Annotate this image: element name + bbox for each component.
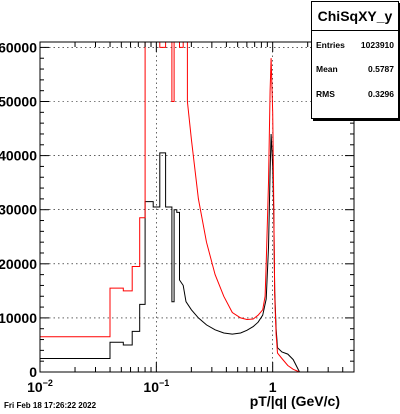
y-tick-label: 30000: [0, 202, 37, 218]
stats-rms-value: 0.3296: [368, 89, 394, 99]
stats-mean-label: Mean: [316, 64, 338, 74]
datestamp: Fri Feb 18 17:26:22 2022: [4, 401, 97, 410]
stats-entries-label: Entries: [316, 40, 345, 50]
tick-labels: 0 10000 20000 30000 40000 50000 60000 10−2 10−1 1: [0, 39, 277, 395]
stats-mean-value: 0.5787: [368, 64, 394, 74]
stats-box: ChiSqXY_y Entries 1023910 Mean 0.5787 RM…: [311, 1, 399, 119]
x-axis-title: pT/|q| (GeV/c): [250, 393, 340, 409]
x-tick-label: 10−2: [27, 378, 53, 395]
y-tick-label: 0: [29, 364, 37, 380]
y-tick-label: 10000: [0, 310, 37, 326]
stats-entries-value: 1023910: [360, 40, 394, 50]
y-tick-label: 40000: [0, 148, 37, 164]
stats-rms-label: RMS: [316, 89, 335, 99]
stats-title: ChiSqXY_y: [312, 2, 398, 31]
plot-frame: [39, 41, 355, 373]
data-series: [40, 41, 354, 373]
axis-ticks: [39, 42, 355, 373]
y-tick-label: 20000: [0, 256, 37, 272]
plot-frame-bg: [40, 42, 354, 372]
series-line-1: [40, 41, 354, 373]
y-tick-label: 50000: [0, 94, 37, 110]
y-tick-label: 60000: [0, 39, 37, 55]
x-tick-label: 1: [269, 379, 277, 395]
x-tick-label: 10−1: [143, 378, 169, 395]
